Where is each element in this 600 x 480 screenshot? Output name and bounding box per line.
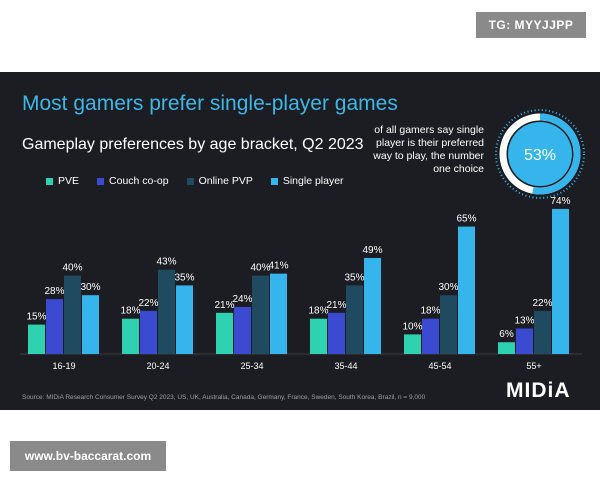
legend-label-online-pvp: Online PVP: [198, 175, 253, 187]
x-tick-label-25-34: 25-34: [240, 361, 263, 371]
callout-text: of all gamers say single player is their…: [373, 124, 484, 175]
bar-single-player-55: [552, 208, 569, 354]
data-label-single-player-20-24: 35%: [174, 272, 194, 283]
data-label-single-player-55: 74%: [550, 196, 570, 207]
bar-pve-25-34: [216, 312, 233, 354]
bar-single-player-25-34: [270, 273, 287, 354]
donut-value-arc: [499, 113, 581, 195]
chart-title: Most gamers prefer single-player games: [22, 92, 398, 115]
legend-swatch-pve: [46, 177, 53, 185]
bar-pve-16-19: [28, 324, 45, 354]
data-label-single-player-45-54: 65%: [456, 214, 476, 225]
data-label-couch-co-op-16-19: 28%: [44, 286, 64, 297]
chart-legend: PVE Couch co-op Online PVP Single player: [46, 175, 344, 187]
data-label-pve-55: 6%: [499, 329, 514, 340]
bar-pve-20-24: [122, 318, 139, 354]
chart-subtitle: Gameplay preferences by age bracket, Q2 …: [22, 136, 364, 153]
bar-single-player-45-54: [458, 226, 475, 354]
bar-couch-co-op-25-34: [234, 306, 251, 354]
data-label-online-pvp-25-34: 40%: [250, 263, 270, 274]
legend-swatch-single-player: [270, 177, 278, 185]
donut-dotted-ring: [495, 109, 585, 199]
watermark-tag: TG: MYYJJPP: [476, 12, 586, 38]
bar-online-pvp-16-19: [64, 275, 81, 354]
bar-chart: 15%28%40%30%16-1918%22%43%35%20-2421%24%…: [20, 196, 582, 371]
donut-value-label: 53%: [524, 147, 556, 164]
data-label-online-pvp-45-54: 30%: [438, 282, 458, 293]
data-label-pve-35-44: 18%: [308, 306, 328, 317]
x-tick-label-55: 55+: [526, 361, 541, 371]
watermark-url: www.bv-baccarat.com: [10, 441, 166, 471]
bar-couch-co-op-16-19: [46, 299, 63, 354]
bar-single-player-20-24: [176, 285, 193, 354]
x-tick-label-20-24: 20-24: [146, 361, 169, 371]
legend-swatch-online-pvp: [186, 177, 194, 185]
data-label-pve-25-34: 21%: [214, 300, 234, 311]
data-label-pve-45-54: 10%: [402, 321, 422, 332]
data-label-online-pvp-20-24: 43%: [156, 257, 176, 268]
data-label-couch-co-op-35-44: 21%: [326, 300, 346, 311]
data-label-couch-co-op-25-34: 24%: [232, 294, 252, 305]
data-label-online-pvp-35-44: 35%: [344, 272, 364, 283]
data-label-pve-16-19: 15%: [26, 312, 46, 323]
legend-item-couch-co-op: Couch co-op: [97, 175, 169, 187]
legend-label-single-player: Single player: [282, 175, 344, 187]
x-tick-label-45-54: 45-54: [428, 361, 451, 371]
bar-online-pvp-55: [534, 310, 551, 354]
bar-online-pvp-45-54: [440, 295, 457, 354]
legend-label-pve: PVE: [58, 175, 80, 187]
donut-center: [508, 122, 572, 186]
data-label-couch-co-op-55: 13%: [514, 316, 534, 327]
bar-couch-co-op-45-54: [422, 318, 439, 354]
chart-panel: Most gamers prefer single-player games G…: [0, 72, 600, 410]
legend-item-single-player: Single player: [270, 175, 344, 187]
legend-item-online-pvp: Online PVP: [186, 175, 253, 187]
data-label-single-player-35-44: 49%: [362, 245, 382, 256]
source-note: Source: MIDiA Research Consumer Survey Q…: [22, 394, 426, 401]
data-label-pve-20-24: 18%: [120, 306, 140, 317]
data-label-single-player-16-19: 30%: [80, 282, 100, 293]
data-label-single-player-25-34: 41%: [268, 261, 288, 272]
bar-couch-co-op-35-44: [328, 312, 345, 354]
data-label-couch-co-op-45-54: 18%: [420, 306, 440, 317]
data-label-online-pvp-16-19: 40%: [62, 263, 82, 274]
bar-online-pvp-35-44: [346, 285, 363, 354]
legend-item-pve: PVE: [46, 175, 79, 187]
x-tick-label-35-44: 35-44: [334, 361, 357, 371]
bar-single-player-35-44: [364, 257, 381, 354]
callout-donut: 53%: [495, 109, 585, 199]
bar-single-player-16-19: [82, 295, 99, 354]
bar-pve-45-54: [404, 334, 421, 354]
midia-logo: MIDiA: [506, 379, 571, 402]
bar-online-pvp-25-34: [252, 275, 269, 354]
bar-couch-co-op-20-24: [140, 310, 157, 354]
data-label-online-pvp-55: 22%: [532, 298, 552, 309]
bar-online-pvp-20-24: [158, 269, 175, 354]
data-label-couch-co-op-20-24: 22%: [138, 298, 158, 309]
bar-pve-55: [498, 342, 515, 354]
legend-label-couch-co-op: Couch co-op: [109, 175, 169, 187]
bar-pve-35-44: [310, 318, 327, 354]
legend-swatch-couch-co-op: [97, 177, 105, 185]
bar-couch-co-op-55: [516, 328, 533, 354]
x-tick-label-16-19: 16-19: [52, 361, 75, 371]
